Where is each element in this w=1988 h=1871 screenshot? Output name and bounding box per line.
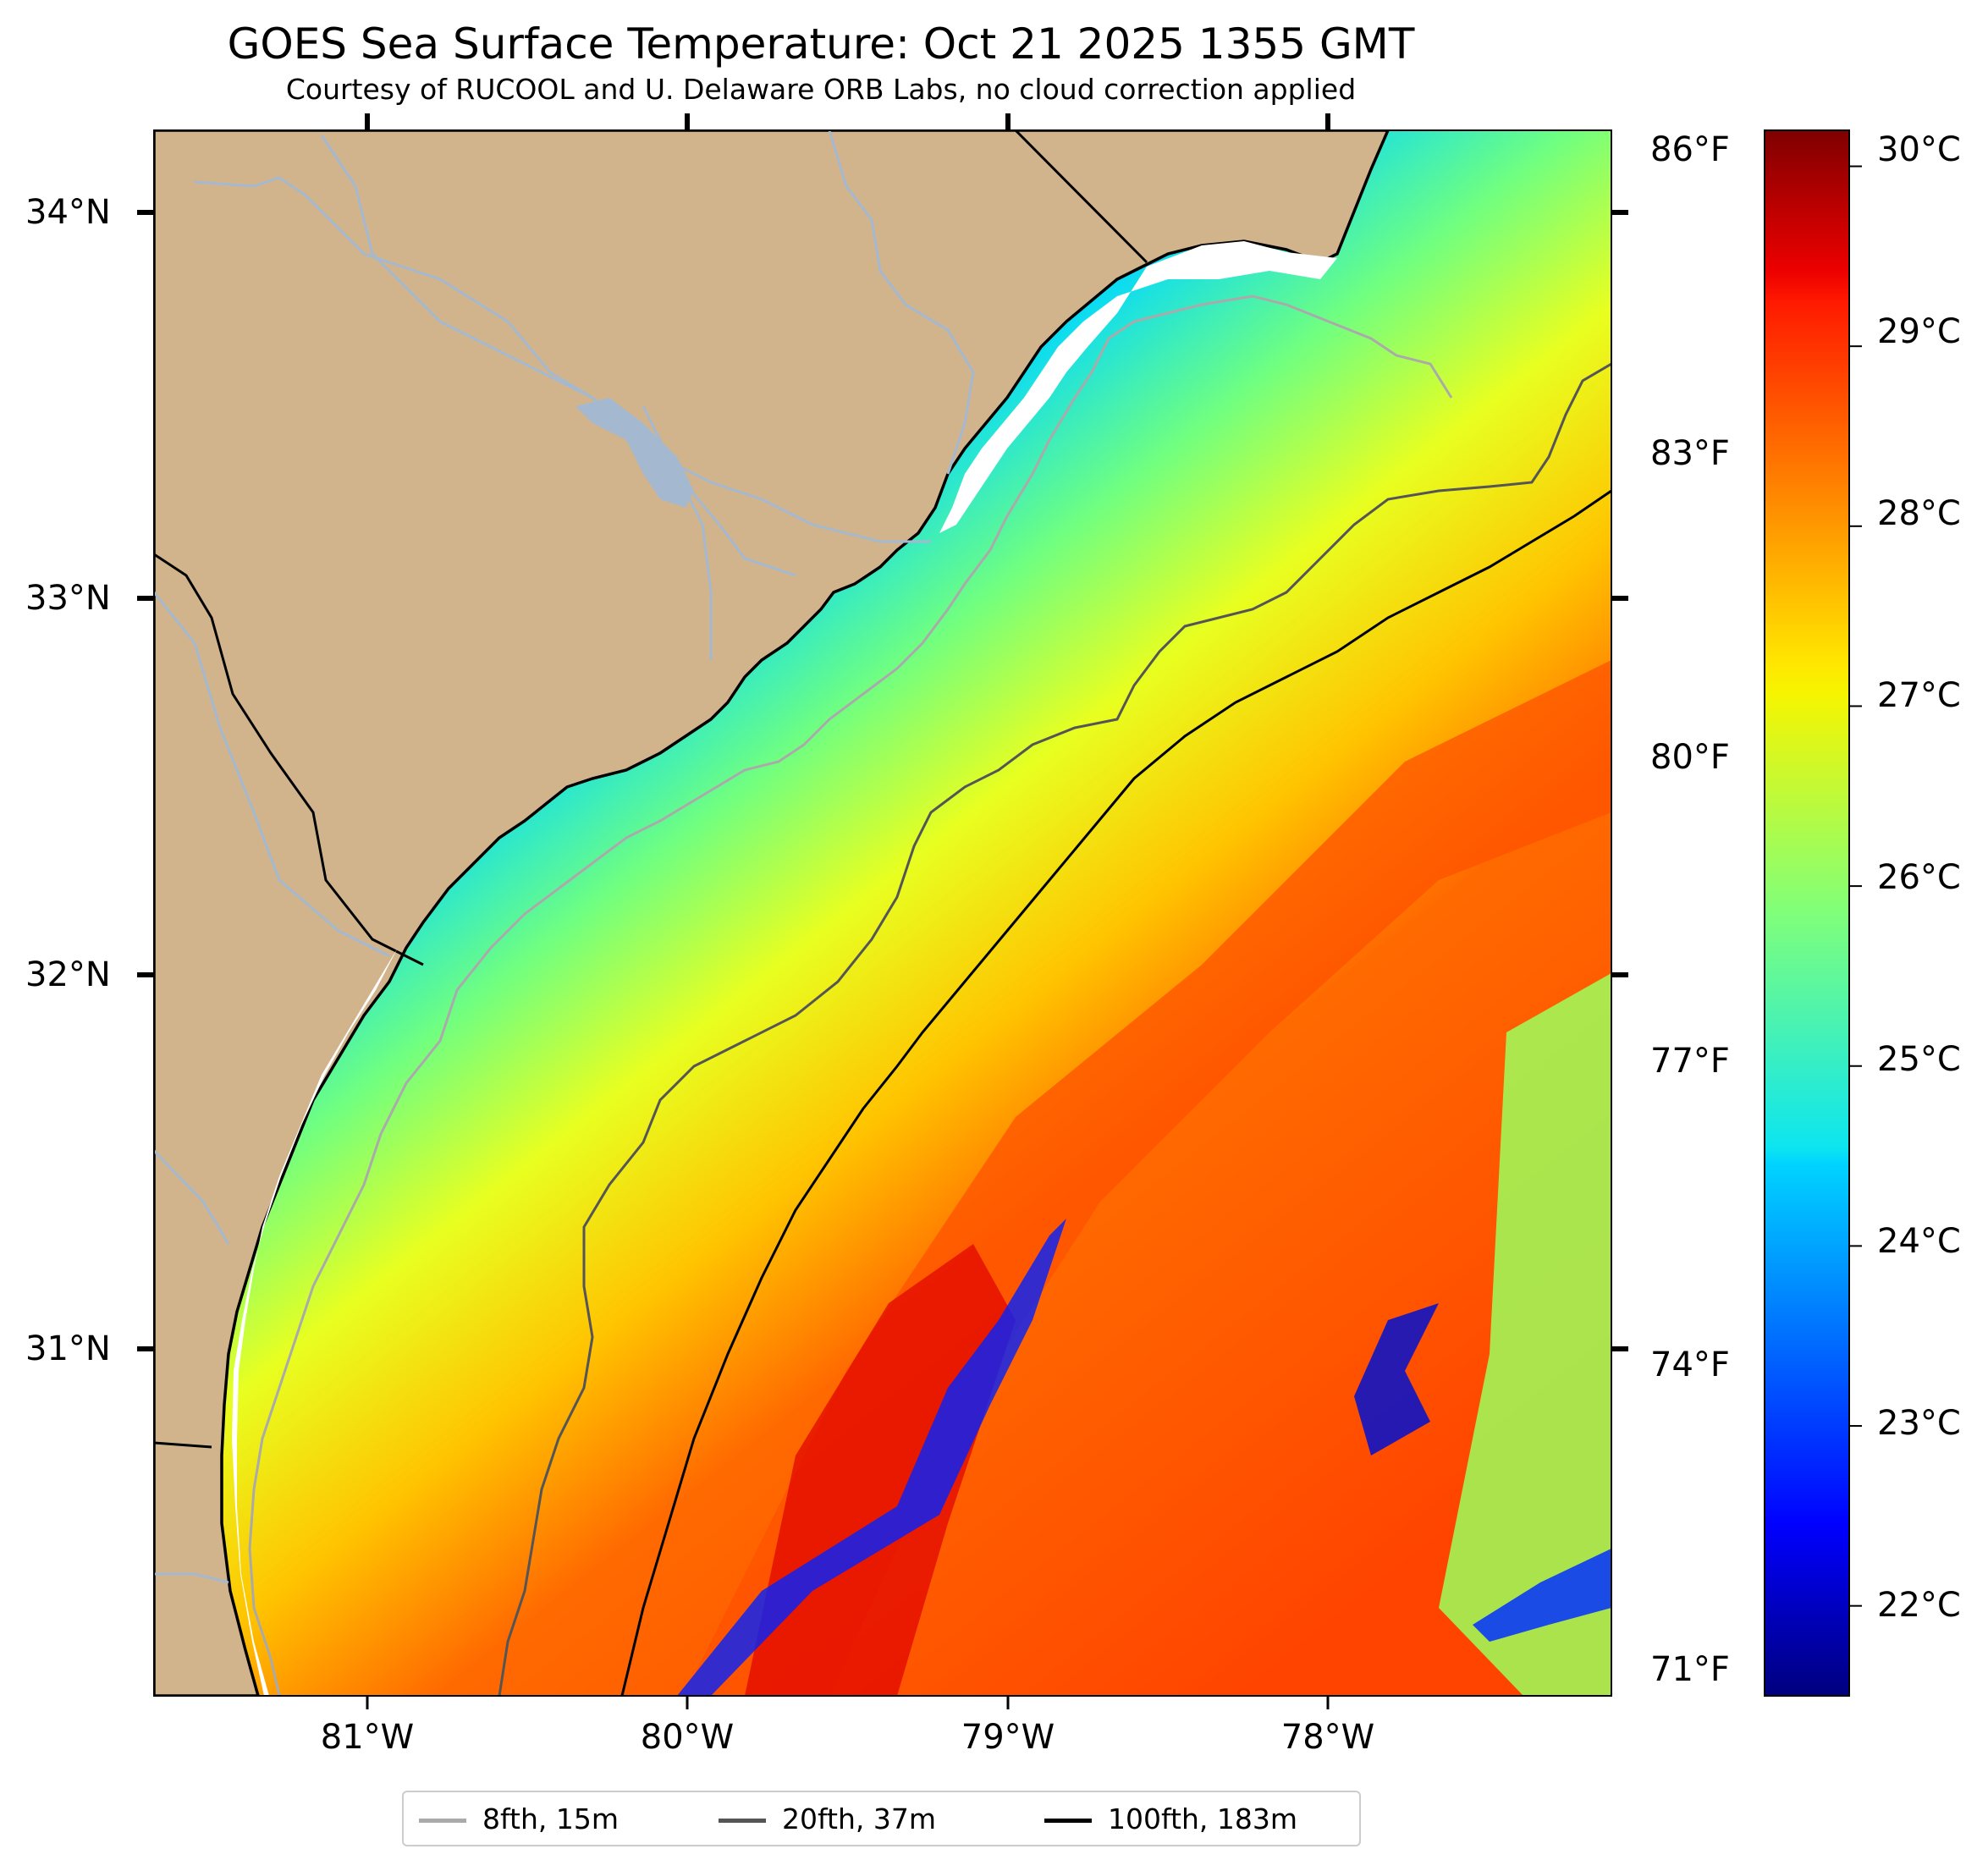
fahrenheit-label-77: 77°F — [1650, 1042, 1730, 1081]
lon-label-81w: 81°W — [320, 1718, 415, 1757]
isobath-legend: 8fth, 15m 20fth, 37m 100fth, 183m — [402, 1791, 1361, 1846]
river-3 — [828, 130, 975, 475]
legend-line-100fth — [1044, 1819, 1092, 1823]
legend-label-100fth: 100fth, 183m — [1108, 1802, 1297, 1835]
celsius-label-27: 27°C — [1877, 676, 1961, 715]
legend-label-20fth: 20fth, 37m — [782, 1802, 936, 1835]
colorbar-ticks — [1849, 165, 1862, 1607]
celsius-label-26: 26°C — [1877, 858, 1961, 897]
cold-filament — [677, 1219, 1066, 1696]
map-subtitle: Courtesy of RUCOOL and U. Delaware ORB L… — [285, 73, 1357, 106]
fahrenheit-label-74: 74°F — [1650, 1345, 1730, 1384]
isobath-100fth — [620, 489, 1611, 1696]
rivers — [154, 130, 975, 1584]
fahrenheit-label-71: 71°F — [1650, 1650, 1730, 1689]
legend-label-8fth: 8fth, 15m — [482, 1802, 620, 1835]
lat-label-34n: 34°N — [25, 193, 111, 232]
lat-label-33n: 33°N — [25, 579, 111, 618]
border-sc-ga — [154, 553, 424, 966]
offshore-cool-band — [1439, 973, 1611, 1696]
fahrenheit-label-80: 80°F — [1650, 738, 1730, 777]
river-7 — [154, 1572, 229, 1584]
lat-label-31n: 31°N — [25, 1329, 111, 1368]
river-1 — [194, 176, 931, 543]
colorbar — [1764, 129, 1850, 1697]
river-2 — [320, 135, 713, 660]
lon-label-78w: 78°W — [1280, 1718, 1375, 1757]
cold-patch-east — [1354, 1303, 1439, 1456]
map-ticks — [137, 113, 1628, 1709]
lake — [575, 398, 694, 508]
celsius-label-28: 28°C — [1877, 494, 1961, 533]
fahrenheit-label-83: 83°F — [1650, 434, 1730, 473]
map-frame — [153, 129, 1612, 1697]
cold-patch-southeast — [1473, 1549, 1611, 1642]
celsius-label-23: 23°C — [1877, 1404, 1961, 1443]
fahrenheit-label-86: 86°F — [1650, 130, 1730, 169]
celsius-label-22: 22°C — [1877, 1586, 1961, 1625]
river-5 — [154, 592, 390, 958]
celsius-label-29: 29°C — [1877, 312, 1961, 351]
lat-label-32n: 32°N — [25, 955, 111, 994]
isobath-20fth — [498, 362, 1611, 1696]
isobath-8fth — [248, 294, 1453, 1696]
celsius-label-24: 24°C — [1877, 1222, 1961, 1261]
land-mass — [154, 130, 1390, 1696]
map-title: GOES Sea Surface Temperature: Oct 21 202… — [227, 19, 1415, 69]
coastal-no-data-strip — [939, 241, 1337, 533]
river-6 — [154, 1149, 230, 1245]
lon-label-80w: 80°W — [640, 1718, 735, 1757]
lon-label-79w: 79°W — [961, 1718, 1055, 1757]
state-borders — [154, 130, 1148, 1449]
celsius-label-30: 30°C — [1877, 130, 1961, 169]
legend-line-8fth — [419, 1819, 466, 1823]
celsius-label-25: 25°C — [1877, 1040, 1961, 1079]
border-ga-fl — [154, 1441, 212, 1449]
border-nc-sc — [1014, 130, 1148, 264]
legend-line-20fth — [719, 1819, 766, 1823]
